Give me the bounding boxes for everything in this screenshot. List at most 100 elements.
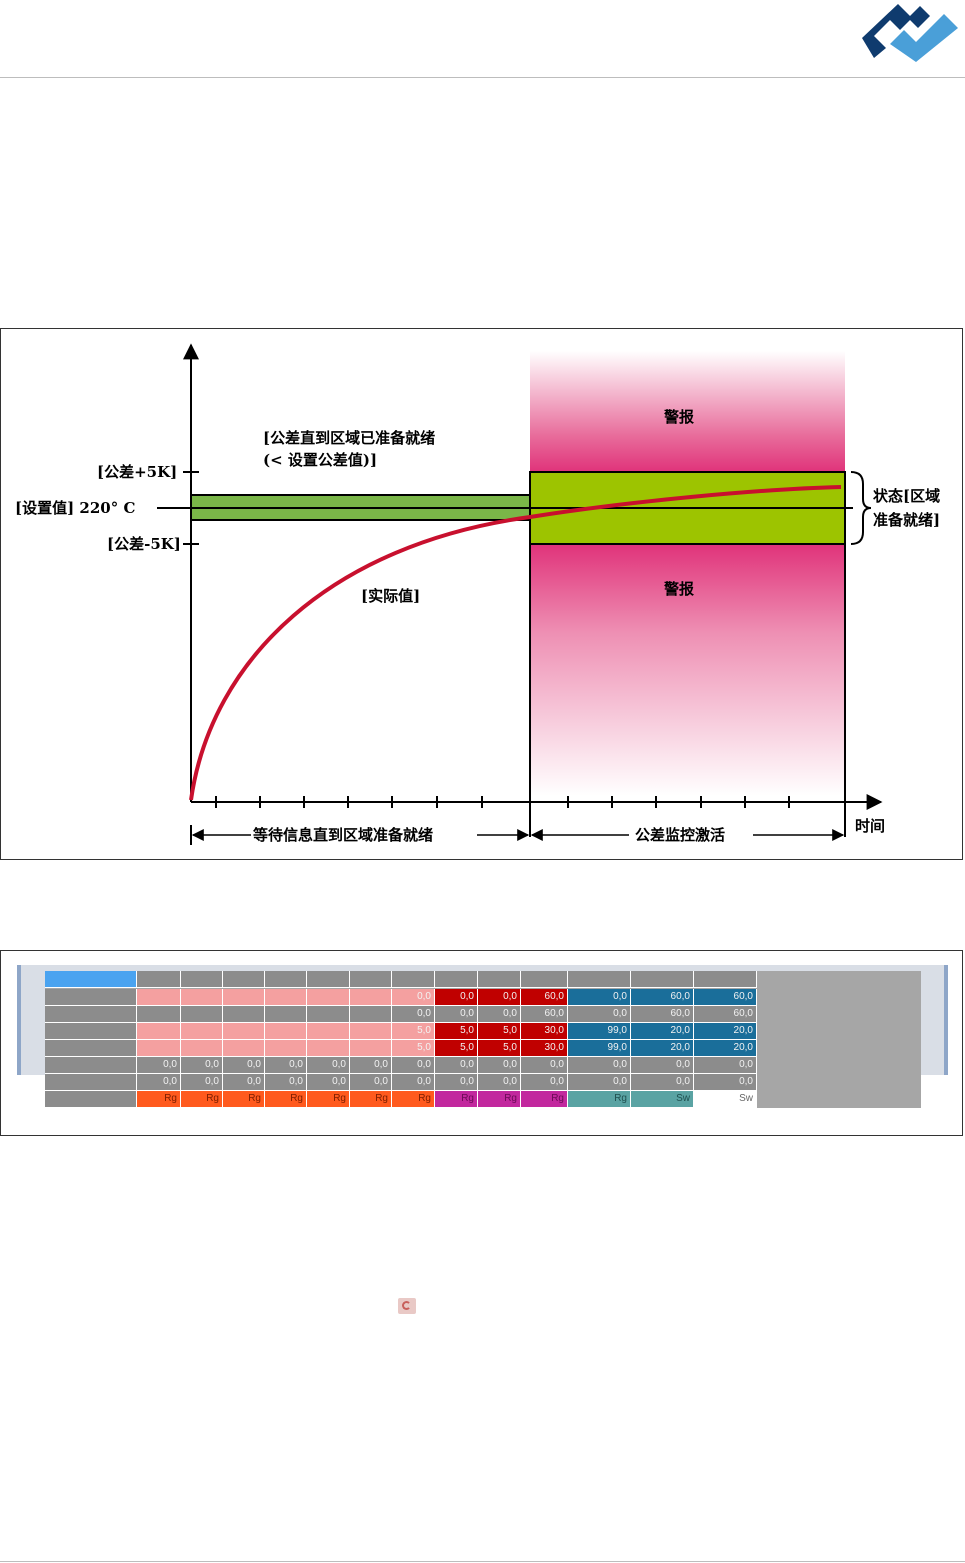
table-cell[interactable]: 20,0	[631, 1040, 694, 1057]
table-cell[interactable]: 0,0	[478, 989, 521, 1006]
table-cell[interactable]: Sw	[694, 1091, 757, 1108]
table-cell[interactable]: 0,0	[568, 1006, 631, 1023]
table-cell[interactable]: Rg	[265, 1091, 307, 1108]
table-cell[interactable]: Rg	[350, 1091, 392, 1108]
table-cell[interactable]	[568, 971, 631, 988]
table-cell[interactable]: Rg	[521, 1091, 568, 1108]
table-cell[interactable]: 0,0	[568, 1074, 631, 1091]
table-cell[interactable]	[181, 1040, 223, 1057]
table-cell[interactable]: 99,0	[568, 1040, 631, 1057]
table-cell[interactable]: 0,0	[307, 1074, 350, 1091]
table-cell[interactable]: 0,0	[265, 1074, 307, 1091]
table-cell[interactable]: 0,0	[435, 1074, 478, 1091]
row-label-cell[interactable]	[45, 1074, 137, 1091]
table-cell[interactable]	[307, 989, 350, 1006]
table-cell[interactable]: Rg	[478, 1091, 521, 1108]
table-cell[interactable]: 60,0	[521, 989, 568, 1006]
table-cell[interactable]: 0,0	[181, 1057, 223, 1074]
table-cell[interactable]: Rg	[307, 1091, 350, 1108]
table-cell[interactable]	[137, 1023, 181, 1040]
table-cell[interactable]	[265, 1023, 307, 1040]
table-cell[interactable]: Sw	[631, 1091, 694, 1108]
row-label-cell[interactable]	[45, 1023, 137, 1040]
table-cell[interactable]	[265, 1006, 307, 1023]
table-cell[interactable]	[223, 1006, 265, 1023]
table-cell[interactable]	[181, 989, 223, 1006]
row-label-cell[interactable]	[45, 989, 137, 1006]
table-cell[interactable]: 5,0	[478, 1040, 521, 1057]
table-cell[interactable]	[137, 1040, 181, 1057]
table-cell[interactable]	[137, 989, 181, 1006]
table-cell[interactable]	[223, 971, 265, 988]
table-cell[interactable]: Rg	[435, 1091, 478, 1108]
table-cell[interactable]	[181, 1023, 223, 1040]
table-cell[interactable]: 0,0	[265, 1057, 307, 1074]
table-cell[interactable]	[181, 971, 223, 988]
row-label-cell[interactable]	[45, 1057, 137, 1074]
table-cell[interactable]: 0,0	[478, 1074, 521, 1091]
table-cell[interactable]	[307, 1023, 350, 1040]
wrench-icon[interactable]	[398, 1298, 416, 1314]
table-cell[interactable]	[350, 1006, 392, 1023]
table-cell[interactable]: 5,0	[478, 1023, 521, 1040]
table-cell[interactable]	[137, 1006, 181, 1023]
table-cell[interactable]: 0,0	[350, 1057, 392, 1074]
table-cell[interactable]: 0,0	[435, 989, 478, 1006]
table-cell[interactable]: 0,0	[521, 1057, 568, 1074]
table-cell[interactable]: 60,0	[631, 1006, 694, 1023]
table-cell[interactable]: 60,0	[694, 1006, 757, 1023]
table-cell[interactable]: Rg	[223, 1091, 265, 1108]
table-cell[interactable]	[350, 1040, 392, 1057]
table-cell[interactable]	[350, 1023, 392, 1040]
table-cell[interactable]: 60,0	[694, 989, 757, 1006]
table-cell[interactable]: 0,0	[223, 1057, 265, 1074]
table-cell[interactable]: 0,0	[568, 989, 631, 1006]
table-cell[interactable]	[223, 1040, 265, 1057]
table-cell[interactable]	[631, 971, 694, 988]
table-cell[interactable]: Rg	[137, 1091, 181, 1108]
table-cell[interactable]: Rg	[568, 1091, 631, 1108]
table-cell[interactable]	[521, 971, 568, 988]
table-cell[interactable]: 0,0	[350, 1074, 392, 1091]
table-cell[interactable]: 60,0	[631, 989, 694, 1006]
table-cell[interactable]: 30,0	[521, 1040, 568, 1057]
table-cell[interactable]	[350, 989, 392, 1006]
table-cell[interactable]: 0,0	[478, 1006, 521, 1023]
table-cell[interactable]: 30,0	[521, 1023, 568, 1040]
table-cell[interactable]: 0,0	[631, 1057, 694, 1074]
row-label-cell[interactable]	[45, 1091, 137, 1108]
table-cell[interactable]: Rg	[392, 1091, 435, 1108]
table-cell[interactable]: 20,0	[694, 1040, 757, 1057]
table-cell[interactable]	[435, 971, 478, 988]
table-cell[interactable]: 0,0	[521, 1074, 568, 1091]
table-cell[interactable]: 20,0	[694, 1023, 757, 1040]
table-cell[interactable]: 5,0	[435, 1040, 478, 1057]
table-cell[interactable]	[307, 971, 350, 988]
row-label-cell[interactable]	[45, 1006, 137, 1023]
table-cell[interactable]: 0,0	[435, 1057, 478, 1074]
table-cell[interactable]: 60,0	[521, 1006, 568, 1023]
table-cell[interactable]	[265, 971, 307, 988]
table-cell[interactable]: 0,0	[137, 1074, 181, 1091]
table-cell[interactable]: 0,0	[392, 1074, 435, 1091]
table-cell[interactable]	[137, 971, 181, 988]
table-cell[interactable]	[694, 971, 757, 988]
table-cell[interactable]	[223, 989, 265, 1006]
table-cell[interactable]: 0,0	[694, 1057, 757, 1074]
table-cell[interactable]	[181, 1006, 223, 1023]
table-cell[interactable]	[307, 1006, 350, 1023]
table-cell[interactable]: 0,0	[137, 1057, 181, 1074]
table-cell[interactable]: 0,0	[392, 1057, 435, 1074]
table-cell[interactable]: 99,0	[568, 1023, 631, 1040]
table-cell[interactable]	[478, 971, 521, 988]
table-cell[interactable]: 5,0	[392, 1023, 435, 1040]
table-cell[interactable]: 0,0	[392, 1006, 435, 1023]
table-cell[interactable]: 0,0	[568, 1057, 631, 1074]
row-label-cell[interactable]	[45, 1040, 137, 1057]
table-cell[interactable]: 0,0	[181, 1074, 223, 1091]
table-cell[interactable]: 0,0	[392, 989, 435, 1006]
table-cell[interactable]: 0,0	[223, 1074, 265, 1091]
table-cell[interactable]: Rg	[181, 1091, 223, 1108]
table-cell[interactable]	[350, 971, 392, 988]
row-label-cell[interactable]	[45, 971, 137, 988]
